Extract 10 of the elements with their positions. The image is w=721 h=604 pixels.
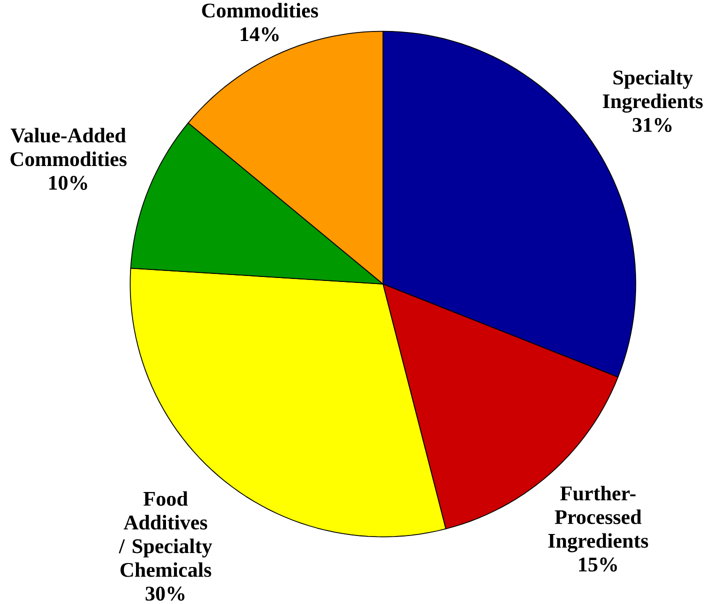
data-label: 15% <box>579 558 617 572</box>
data-label: 30% <box>146 586 184 601</box>
slice-label: Commodities <box>202 3 318 18</box>
data-label: 14% <box>240 27 279 42</box>
slice-label: Specialty Ingredients <box>602 70 703 113</box>
slice-label: Further-Processed Ingredients <box>548 486 648 552</box>
slice-label: Value-Added Commodities <box>10 128 127 166</box>
slice-label: Food Additives / Specialty Chemicals <box>118 491 212 578</box>
data-label: 31% <box>632 118 672 132</box>
data-label: 10% <box>49 176 88 190</box>
